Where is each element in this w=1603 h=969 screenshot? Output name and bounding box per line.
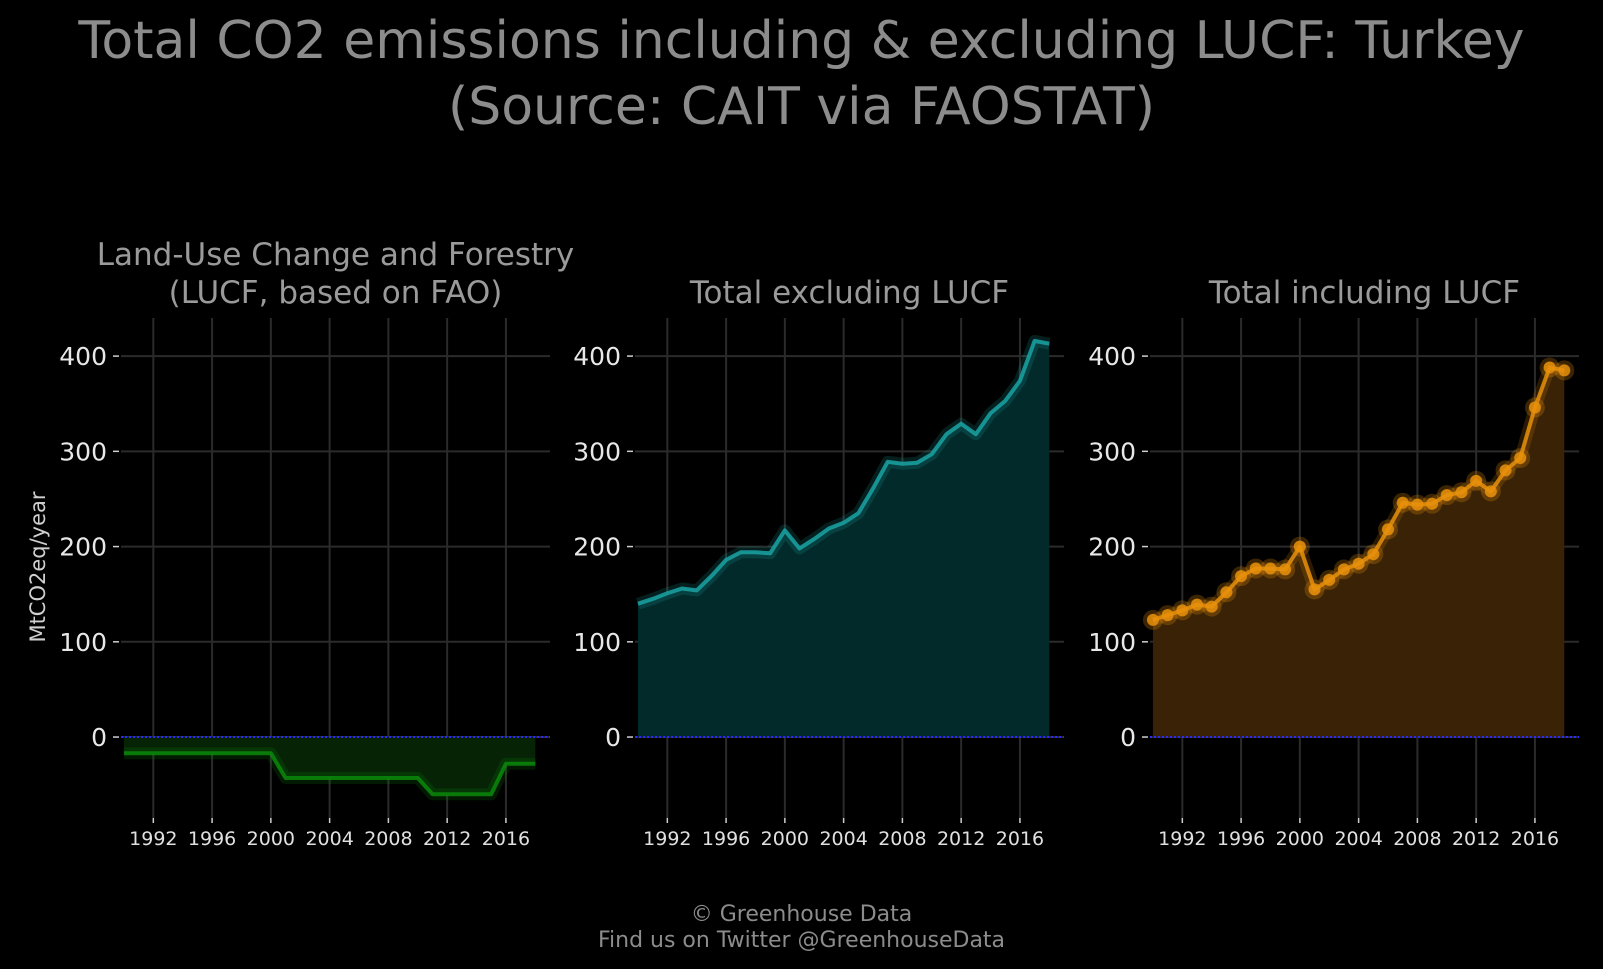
x-tick-label: 1996 [1217,828,1265,850]
x-tick-label: 2008 [878,828,926,850]
data-point [1411,498,1424,511]
subplot-title-1-line-2: (LUCF, based on FAO) [169,275,503,311]
data-point [1279,563,1292,576]
x-tick-label: 1996 [702,828,750,850]
data-point [1382,523,1395,536]
data-point [1558,364,1571,377]
data-point [1249,562,1262,575]
series-line [637,338,1050,606]
subplot-title-1-line-1: Land-Use Change and Forestry [97,237,575,273]
data-point [1499,464,1512,477]
data-point [1396,496,1409,509]
y-tick-label: 200 [59,533,107,562]
data-point [1205,600,1218,613]
y-tick-label: 0 [605,723,621,752]
y-axis-label: MtCO2eq/year [26,491,50,642]
y-tick-label: 200 [1088,533,1136,562]
x-tick-label: 2000 [1276,828,1324,850]
data-point [1293,540,1306,553]
x-tick-label: 2016 [1511,828,1559,850]
footer-twitter: Find us on Twitter @GreenhouseData [597,928,1006,953]
series-area [1152,367,1565,738]
data-point [1470,474,1483,487]
subplot-title-3-line-1: Total including LUCF [1208,275,1520,311]
y-tick-label: 0 [91,723,107,752]
chart-title-line-2: (Source: CAIT via FAOSTAT) [447,77,1156,137]
y-tick-label: 400 [59,342,107,371]
data-point [1146,613,1159,626]
subplot-title-2-line-1: Total excluding LUCF [689,275,1009,311]
y-tick-label: 100 [59,628,107,657]
y-tick-label: 300 [573,437,621,466]
data-point [1528,401,1541,414]
x-tick-label: 1992 [1158,828,1206,850]
x-tick-label: 1996 [188,828,236,850]
x-tick-label: 2012 [1452,828,1500,850]
y-tick-label: 400 [1088,342,1136,371]
data-point [1264,562,1277,575]
y-tick-label: 300 [59,437,107,466]
x-tick-label: 2016 [482,828,530,850]
y-tick-label: 100 [573,628,621,657]
y-tick-label: 100 [1088,628,1136,657]
data-point [1426,497,1439,510]
data-point [1191,598,1204,611]
data-point [1308,583,1321,596]
footer-copyright: © Greenhouse Data [690,902,913,927]
y-tick-label: 400 [573,342,621,371]
x-tick-label: 2012 [423,828,471,850]
x-tick-label: 2012 [937,828,985,850]
series-line [123,751,536,797]
data-point [1484,485,1497,498]
y-tick-label: 300 [1088,437,1136,466]
data-point [1176,604,1189,617]
x-tick-label: 2008 [1393,828,1441,850]
data-point [1514,452,1527,464]
series-area [637,340,1050,738]
x-tick-label: 2008 [364,828,412,850]
x-tick-label: 2000 [761,828,809,850]
y-tick-label: 200 [573,533,621,562]
x-tick-label: 1992 [129,828,177,850]
x-tick-label: 2000 [247,828,295,850]
chart-title-line-1: Total CO2 emissions including & excludin… [78,11,1525,71]
data-point [1235,570,1248,583]
x-tick-label: 2004 [819,828,867,850]
data-point [1323,573,1336,586]
x-tick-label: 2004 [305,828,353,850]
data-point [1161,609,1174,622]
x-tick-label: 2016 [996,828,1044,850]
data-point [1367,548,1380,561]
y-tick-label: 0 [1120,723,1136,752]
data-point [1440,489,1453,502]
data-point [1543,361,1556,374]
x-tick-label: 2004 [1334,828,1382,850]
data-point [1455,486,1468,499]
data-point [1352,557,1365,570]
panel-1: Land-Use Change and Forestry(LUCF, based… [59,237,574,850]
x-tick-label: 1992 [643,828,691,850]
data-point [1337,563,1350,576]
data-point [1220,586,1233,599]
